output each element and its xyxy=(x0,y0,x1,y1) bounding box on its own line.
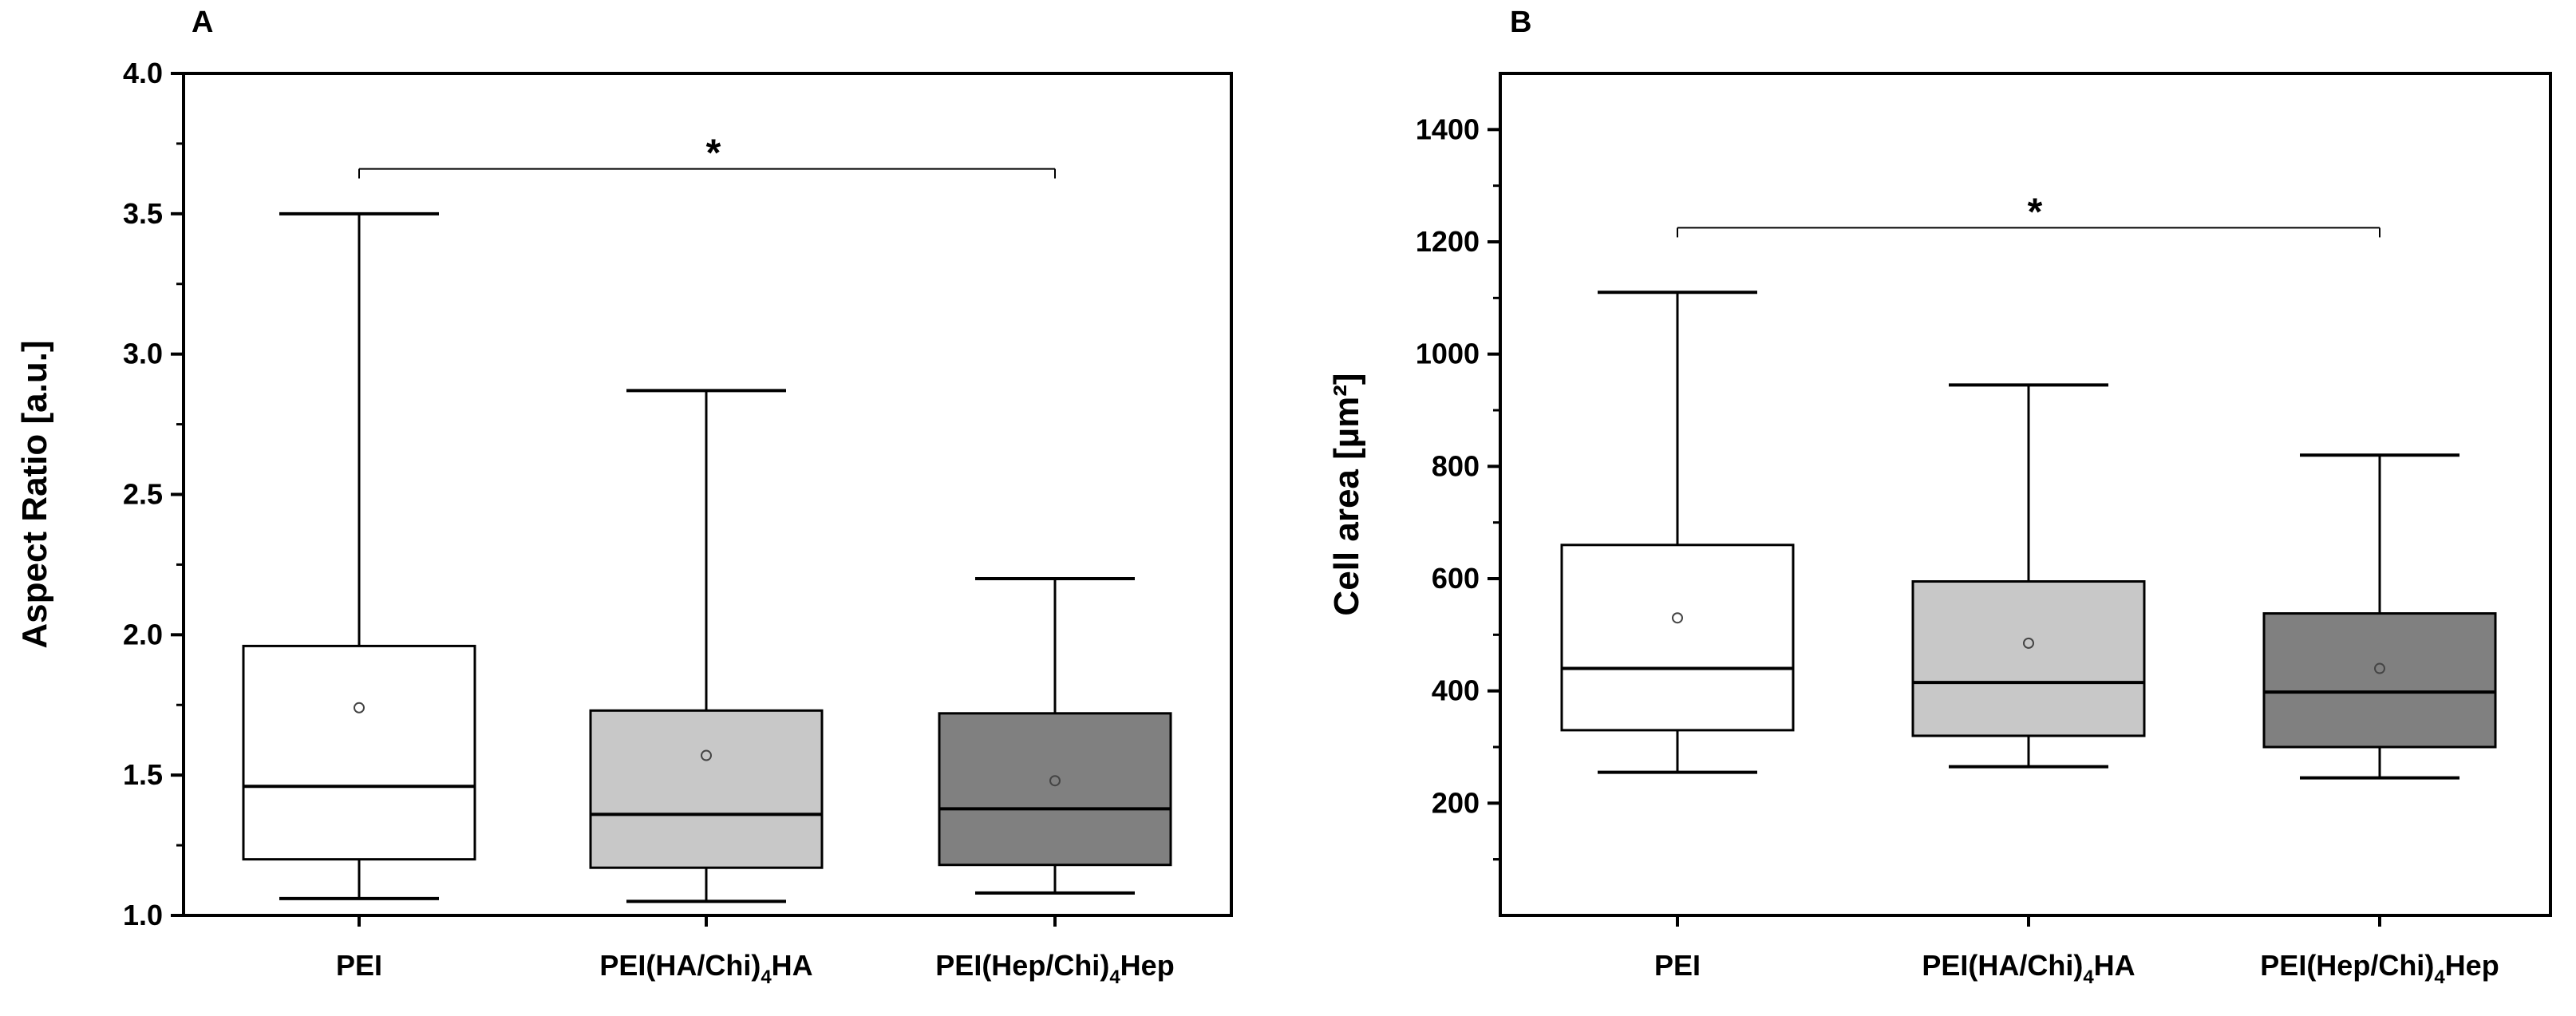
y-tick-label: 400 xyxy=(1432,674,1480,707)
panel-b: B Cell area [µm²] 200 400 600 800 1000 1200 14… xyxy=(1327,6,2552,988)
y-tick-label: 2.5 xyxy=(123,478,163,511)
mean-marker xyxy=(1672,612,1683,624)
category-label-subscript: 4 xyxy=(2083,967,2094,988)
y-tick-label: 2.0 xyxy=(123,618,163,650)
y-tick-label: 1200 xyxy=(1416,225,1480,258)
y-tick-label: 3.0 xyxy=(123,338,163,370)
panel-b-plot-frame xyxy=(1499,72,2552,917)
mean-marker xyxy=(2023,637,2034,649)
category-label: PEI xyxy=(336,949,382,982)
category-label: PEI xyxy=(1654,949,1701,982)
y-tick-label: 4.0 xyxy=(123,57,163,89)
mean-marker xyxy=(701,749,712,761)
box xyxy=(242,644,476,861)
box xyxy=(589,709,824,869)
panel-a-label: A xyxy=(192,6,213,39)
box xyxy=(2262,612,2497,749)
box xyxy=(1911,580,2146,737)
y-tick-label: 600 xyxy=(1432,562,1480,595)
category-label-tail: Hep xyxy=(1120,949,1175,982)
y-tick-label: 800 xyxy=(1432,449,1480,482)
category-label-main: PEI(HA/Chi) xyxy=(599,949,761,982)
panel-a-category-labels: PEI PEI(HA/Chi)4HA PEI(Hep/Chi)4Hep xyxy=(336,949,1175,988)
y-tick-label: 1000 xyxy=(1416,338,1480,370)
panel-a-significance: * xyxy=(358,132,1056,179)
panel-a-y-ticks: 1.0 1.5 2.0 2.5 3.0 3.5 4.0 xyxy=(123,57,184,931)
category-label-main: PEI(Hep/Chi) xyxy=(935,949,1109,982)
panel-b-y-axis-title: Cell area [µm²] xyxy=(1327,373,1366,615)
panel-b-label: B xyxy=(1510,6,1531,39)
category-label-tail: HA xyxy=(2094,949,2135,982)
panel-b-category-labels: PEI PEI(HA/Chi)4HA PEI(Hep/Chi)4Hep xyxy=(1654,949,2499,988)
mean-marker xyxy=(1049,775,1061,787)
box xyxy=(1560,544,1795,732)
mean-marker xyxy=(354,702,365,714)
category-label: PEI(HA/Chi)4HA xyxy=(1922,949,2135,988)
y-tick-label: 3.5 xyxy=(123,197,163,230)
significance-star: * xyxy=(2028,191,2043,233)
category-label-tail: HA xyxy=(772,949,813,982)
category-label: PEI(Hep/Chi)4Hep xyxy=(935,949,1174,988)
panel-b-significance: * xyxy=(1677,191,2380,238)
panel-a-y-axis-title: Aspect Ratio [a.u.] xyxy=(15,340,54,648)
y-tick-label: 1.5 xyxy=(123,758,163,791)
panel-b-y-ticks: 200 400 600 800 1000 1200 1400 xyxy=(1416,113,1500,861)
y-tick-label: 1400 xyxy=(1416,113,1480,145)
category-label-main: PEI(HA/Chi) xyxy=(1922,949,2083,982)
category-label-subscript: 4 xyxy=(761,967,772,988)
category-label: PEI(Hep/Chi)4Hep xyxy=(2260,949,2499,988)
category-label-tail: Hep xyxy=(2445,949,2499,982)
significance-star: * xyxy=(706,132,721,175)
category-label-subscript: 4 xyxy=(1109,967,1120,988)
mean-marker xyxy=(2374,662,2385,674)
panel-a-boxes xyxy=(242,212,1172,927)
y-tick-label: 1.0 xyxy=(123,899,163,931)
category-label-main: PEI(Hep/Chi) xyxy=(2260,949,2434,982)
box xyxy=(938,712,1172,867)
category-label: PEI(HA/Chi)4HA xyxy=(599,949,812,988)
y-tick-label: 200 xyxy=(1432,786,1480,819)
panel-b-boxes xyxy=(1560,291,2497,927)
category-label-subscript: 4 xyxy=(2434,967,2445,988)
panel-a: A Aspect Ratio [a.u.] 1.0 1.5 2.0 2.5 3.0 3.5… xyxy=(15,6,1233,988)
